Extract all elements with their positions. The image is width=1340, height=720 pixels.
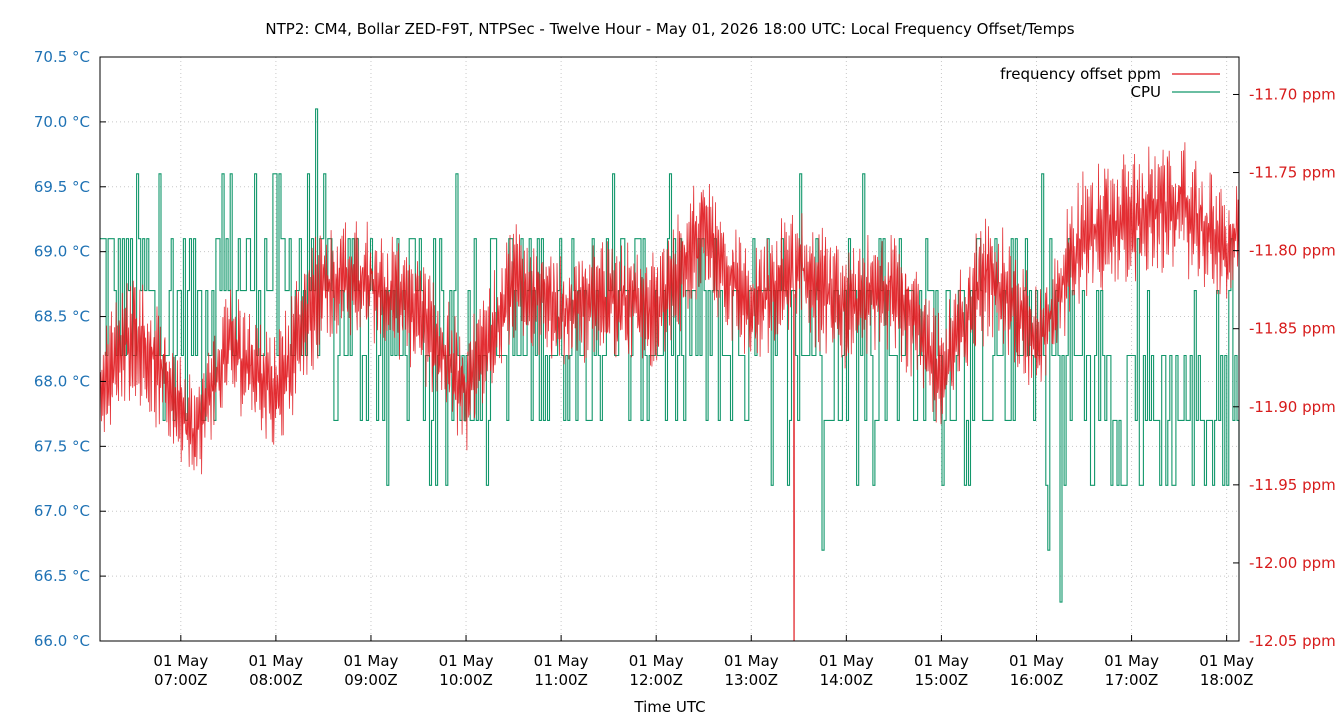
x-tick-label-date: 01 May: [1199, 652, 1254, 670]
cpu-line: [100, 108, 1240, 603]
left-tick-label: 67.5 °C: [34, 437, 90, 455]
x-tick-label-time: 09:00Z: [344, 671, 398, 689]
left-axis-labels: 66.0 °C 66.5 °C 67.0 °C 67.5 °C 68.0 °C 68.5 …: [34, 48, 90, 650]
x-tick-label-time: 18:00Z: [1200, 671, 1254, 689]
left-tick-label: 66.0 °C: [34, 632, 90, 650]
right-tick-label: -12.05 ppm: [1249, 632, 1336, 650]
left-tick-label: 66.5 °C: [34, 567, 90, 585]
axis-ticks: [100, 56, 1239, 642]
x-tick-label-time: 15:00Z: [915, 671, 969, 689]
series-frequency-offset: [99, 142, 1240, 642]
right-tick-label: -11.95 ppm: [1249, 476, 1336, 494]
x-tick-label-date: 01 May: [534, 652, 589, 670]
right-tick-label: -11.70 ppm: [1249, 85, 1336, 103]
left-tick-label: 69.5 °C: [34, 178, 90, 196]
x-tick-label-date: 01 May: [344, 652, 399, 670]
plot-frame: [99, 56, 1240, 642]
chart-title: NTP2: CM4, Bollar ZED-F9T, NTPSec - Twel…: [265, 20, 1074, 38]
left-tick-label: 68.5 °C: [34, 308, 90, 326]
x-tick-label-time: 12:00Z: [629, 671, 683, 689]
left-tick-label: 69.0 °C: [34, 243, 90, 261]
x-tick-label-date: 01 May: [724, 652, 779, 670]
x-tick-label-date: 01 May: [1104, 652, 1159, 670]
legend-label: CPU: [1131, 83, 1162, 101]
x-tick-label-date: 01 May: [629, 652, 684, 670]
x-tick-label-time: 13:00Z: [725, 671, 779, 689]
right-tick-label: -11.80 ppm: [1249, 242, 1336, 260]
right-axis-labels: -12.05 ppm -12.00 ppm -11.95 ppm -11.90 ppm…: [1249, 85, 1336, 650]
x-axis-title: Time UTC: [633, 698, 705, 716]
x-tick-label-date: 01 May: [248, 652, 303, 670]
left-tick-label: 68.0 °C: [34, 372, 90, 390]
right-tick-label: -11.90 ppm: [1249, 398, 1336, 416]
x-tick-label-time: 14:00Z: [820, 671, 874, 689]
x-tick-label-date: 01 May: [439, 652, 494, 670]
x-tick-label-date: 01 May: [1009, 652, 1064, 670]
left-tick-label: 67.0 °C: [34, 502, 90, 520]
right-tick-label: -11.85 ppm: [1249, 320, 1336, 338]
x-tick-label-time: 08:00Z: [249, 671, 303, 689]
x-tick-label-date: 01 May: [819, 652, 874, 670]
series-cpu: [100, 108, 1240, 603]
frequency-offset-line: [99, 142, 1240, 642]
x-tick-label-time: 07:00Z: [154, 671, 208, 689]
left-tick-label: 70.5 °C: [34, 48, 90, 66]
x-tick-label-date: 01 May: [914, 652, 969, 670]
x-tick-label-time: 17:00Z: [1105, 671, 1159, 689]
left-tick-label: 70.0 °C: [34, 113, 90, 131]
right-tick-label: -11.75 ppm: [1249, 164, 1336, 182]
x-tick-label-time: 11:00Z: [534, 671, 588, 689]
right-tick-label: -12.00 ppm: [1249, 554, 1336, 572]
x-tick-label-time: 10:00Z: [439, 671, 493, 689]
legend-label: frequency offset ppm: [1000, 65, 1161, 83]
x-tick-label-time: 16:00Z: [1010, 671, 1064, 689]
x-tick-label-date: 01 May: [153, 652, 208, 670]
